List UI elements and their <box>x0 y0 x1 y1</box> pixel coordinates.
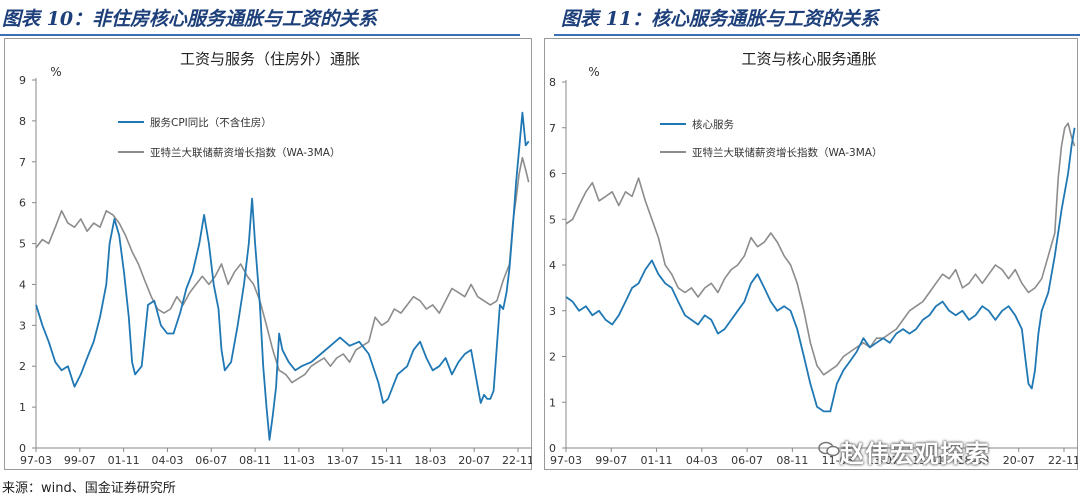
x-tick-label: 99-07 <box>595 454 627 467</box>
series-line-blue <box>565 127 1076 413</box>
x-tick-label: 06-07 <box>195 454 227 467</box>
series-line-blue <box>35 111 530 441</box>
y-tick-label: 0 <box>549 442 556 455</box>
y-tick-label: 6 <box>549 168 556 181</box>
figure-11-caption: 图表 11：核心服务通胀与工资的关系 <box>561 8 880 30</box>
y-tick-label: 6 <box>19 197 26 210</box>
x-tick-label: 15-11 <box>371 454 403 467</box>
chart-wage-vs-core-services: 工资与核心服务通胀% 0 1 2 3 4 5 6 7 8 97-03 99-07 01-11 04-03 0… <box>544 38 1078 470</box>
x-tick-label: 01-11 <box>641 454 673 467</box>
legend-label: 核心服务 <box>692 118 734 131</box>
y-axis-unit: % <box>50 65 61 79</box>
x-tick-label: 99-07 <box>64 454 96 467</box>
x-tick-label: 15-11 <box>912 454 944 467</box>
y-tick-label: 4 <box>19 278 26 291</box>
x-tick-label: 06-07 <box>731 454 763 467</box>
x-tick-label: 97-03 <box>20 454 52 467</box>
y-tick-label: 3 <box>19 319 26 332</box>
wechat-icon <box>818 441 840 457</box>
chart-frame <box>4 38 532 470</box>
y-tick-label: 4 <box>549 259 556 272</box>
y-tick-label: 1 <box>549 396 556 409</box>
y-tick-label: 0 <box>19 442 26 455</box>
chart-wage-vs-services-ex-housing: 工资与服务（住房外）通胀% 0 1 2 3 4 5 6 7 8 9 97-03 99-07 01-11 04… <box>4 38 532 470</box>
y-tick-label: 1 <box>19 401 26 414</box>
y-tick-label: 8 <box>549 76 556 89</box>
y-axis-unit: % <box>588 65 599 79</box>
x-tick-label: 11-03 <box>283 454 315 467</box>
y-tick-label: 5 <box>19 238 26 251</box>
chart-frame <box>544 38 1078 470</box>
x-tick-label: 18-03 <box>957 454 989 467</box>
x-tick-label: 04-03 <box>151 454 183 467</box>
y-tick-label: 5 <box>549 213 556 226</box>
y-tick-label: 8 <box>19 115 26 128</box>
y-tick-label: 2 <box>549 351 556 364</box>
x-tick-label: 22-11 <box>502 454 532 467</box>
y-tick-label: 3 <box>549 305 556 318</box>
x-tick-label: 11-03 <box>822 454 854 467</box>
legend-label: 服务CPI同比（不含住房） <box>150 116 272 129</box>
x-tick-label: 01-11 <box>108 454 140 467</box>
y-tick-label: 7 <box>19 156 26 169</box>
y-tick-label: 2 <box>19 360 26 373</box>
figure-10-caption: 图表 10：非住房核心服务通胀与工资的关系 <box>2 8 378 30</box>
x-tick-label: 22-11 <box>1048 454 1078 467</box>
y-tick-label: 9 <box>19 74 26 87</box>
y-tick-label: 7 <box>549 122 556 135</box>
x-tick-label: 08-11 <box>239 454 271 467</box>
x-tick-label: 13-07 <box>867 454 899 467</box>
x-tick-label: 18-03 <box>414 454 446 467</box>
series-line-gray <box>565 122 1076 376</box>
legend-label: 亚特兰大联储薪资增长指数（WA-3MA） <box>150 146 340 159</box>
x-tick-label: 20-07 <box>458 454 490 467</box>
chart-title: 工资与服务（住房外）通胀 <box>180 50 360 68</box>
source-note: 来源：wind、国金证券研究所 <box>2 481 176 496</box>
x-tick-label: 04-03 <box>686 454 718 467</box>
x-tick-label: 97-03 <box>550 454 582 467</box>
watermark: 赵伟宏观探索 <box>840 440 990 468</box>
series-line-gray <box>35 156 530 384</box>
caption-rule-right <box>554 34 1080 36</box>
legend-label: 亚特兰大联储薪资增长指数（WA-3MA） <box>692 146 882 159</box>
chart-title: 工资与核心服务通胀 <box>741 50 876 68</box>
x-tick-label: 13-07 <box>327 454 359 467</box>
caption-rule-left <box>0 34 520 36</box>
x-tick-label: 20-07 <box>1003 454 1035 467</box>
x-tick-label: 08-11 <box>776 454 808 467</box>
